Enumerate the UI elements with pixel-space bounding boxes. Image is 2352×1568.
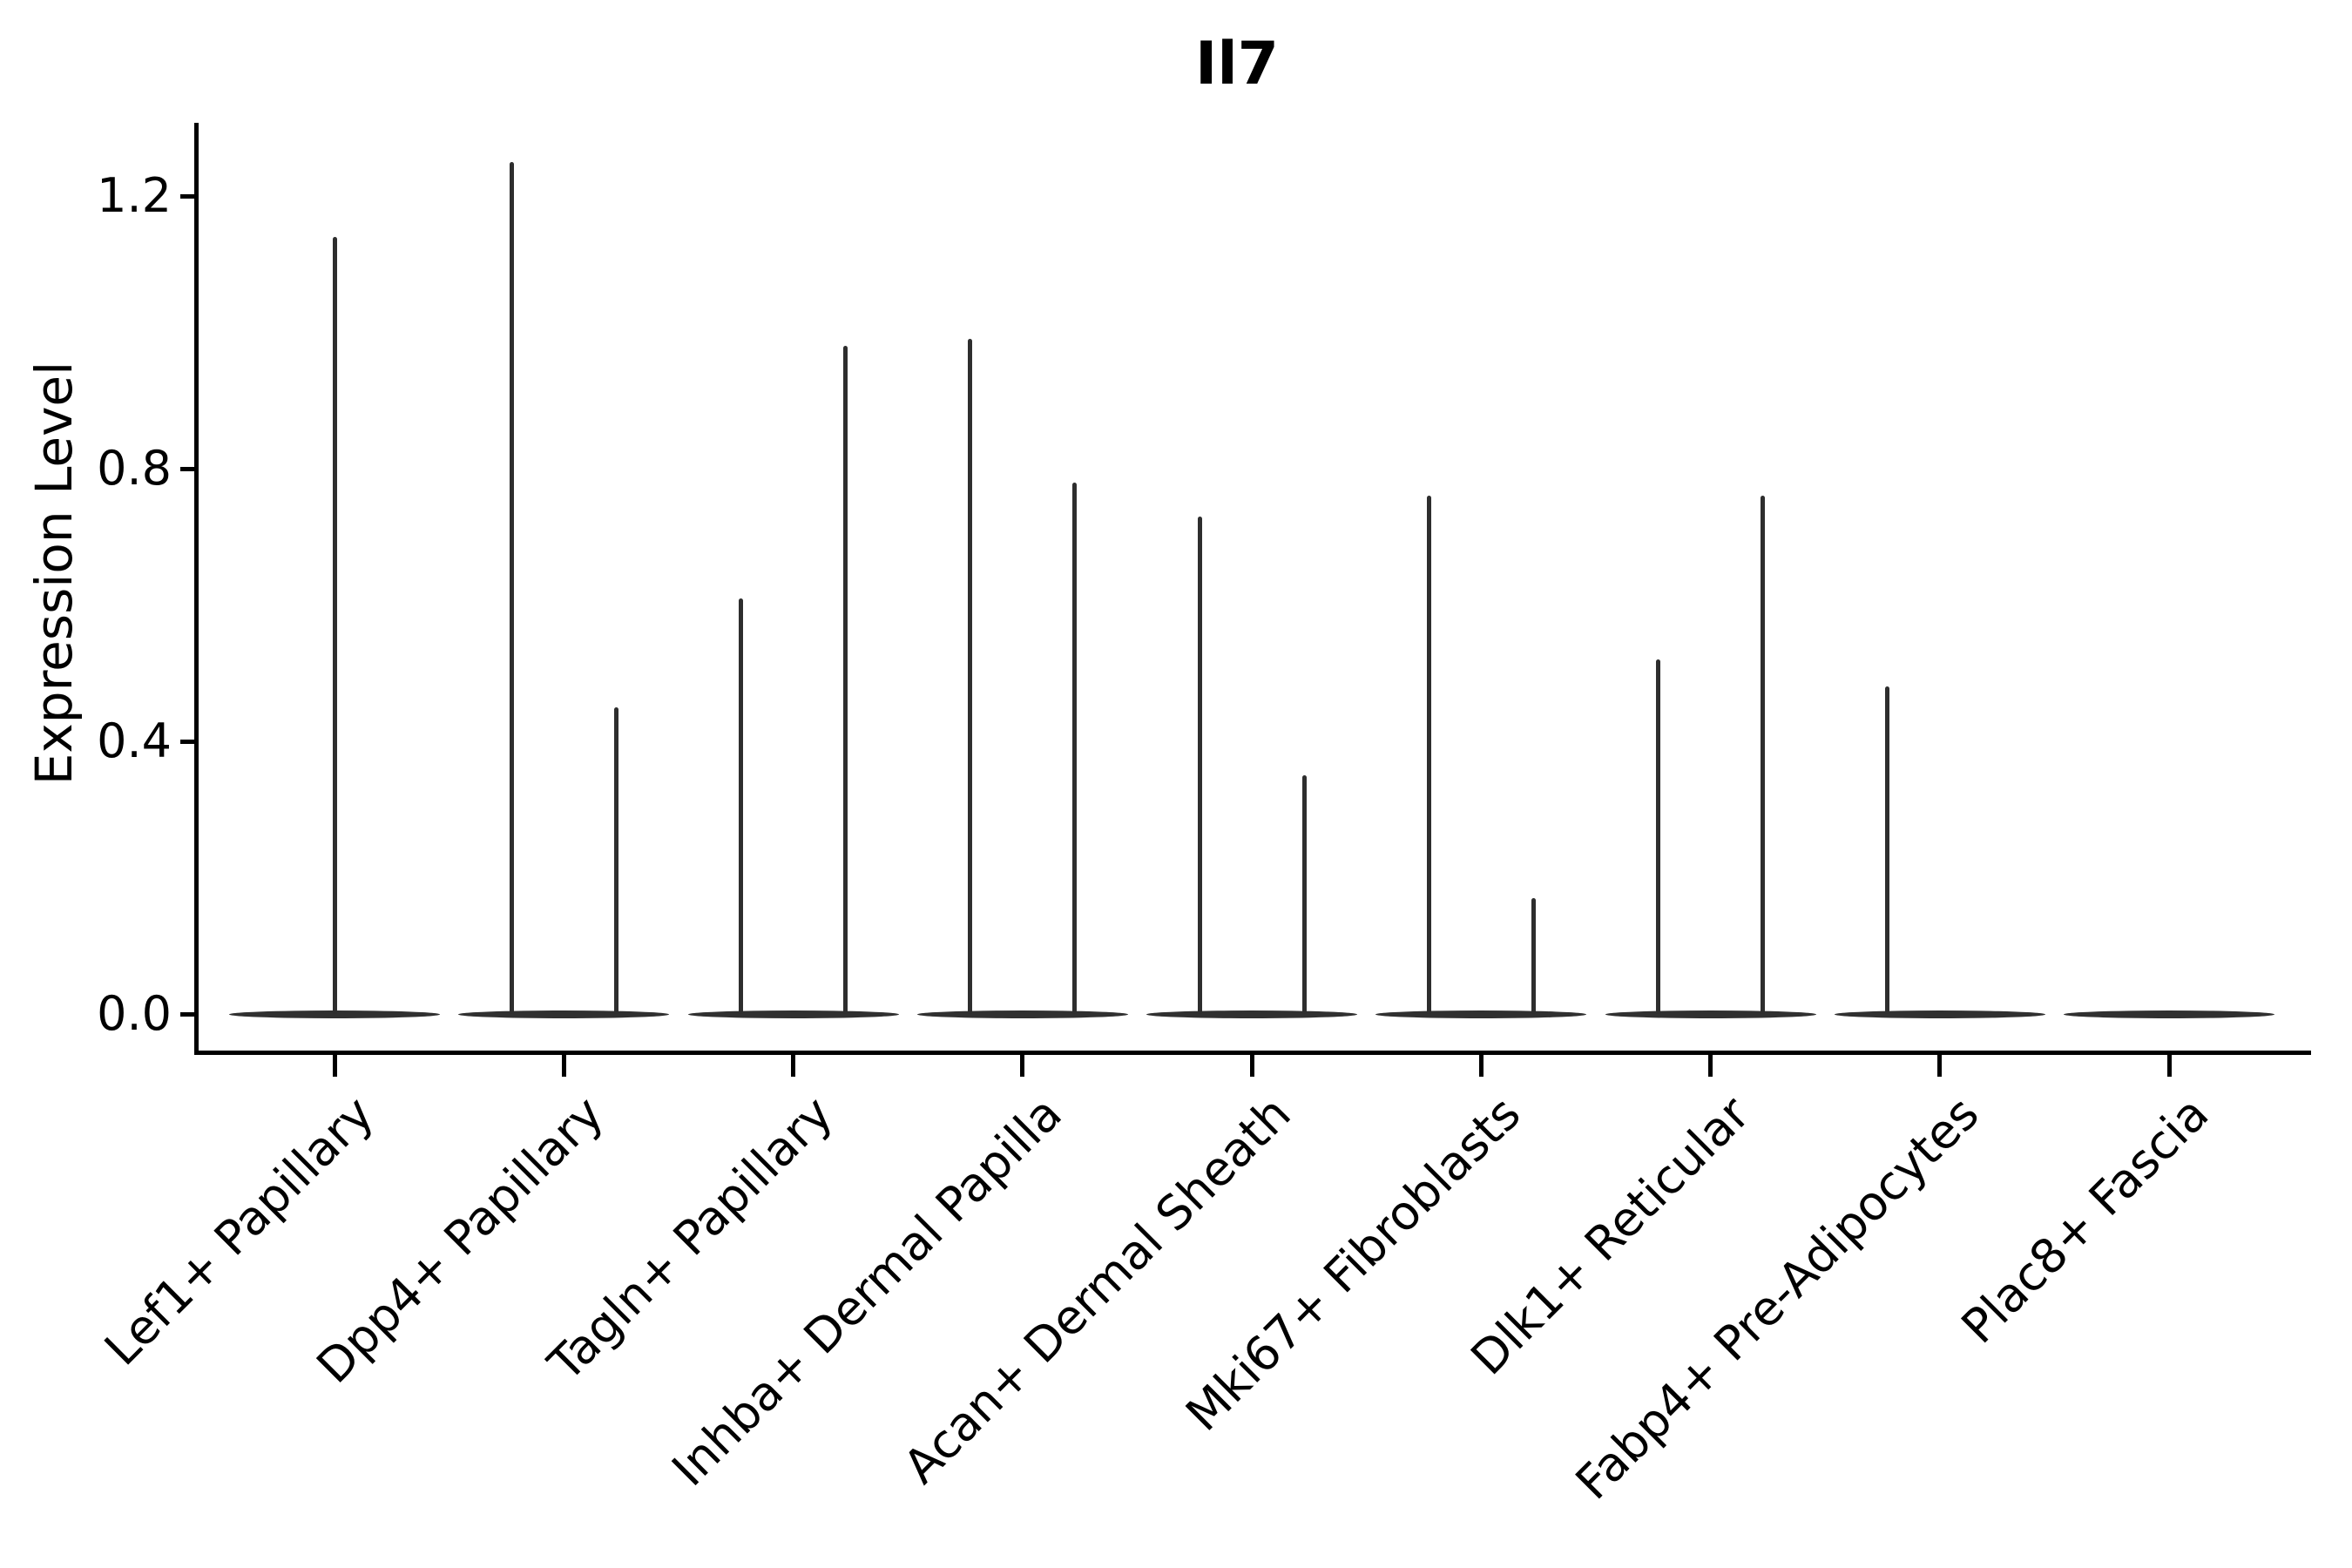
violin-body-zero [1605, 1010, 1816, 1018]
x-tick-label: Inhba+ Dermal Papilla [661, 1085, 1072, 1497]
y-tick-mark [180, 739, 194, 744]
violin-spike [843, 346, 848, 1014]
violin-body-zero [1146, 1010, 1357, 1018]
violin-body-zero [1375, 1010, 1587, 1018]
x-tick-mark [332, 1055, 337, 1077]
x-tick-mark [561, 1055, 566, 1077]
violin-spike [1426, 496, 1431, 1014]
violin-spike [1885, 686, 1890, 1014]
x-tick-mark [1708, 1055, 1713, 1077]
violin-spike [613, 706, 618, 1014]
violin-spike [1761, 496, 1765, 1014]
violin-spike [1301, 775, 1307, 1014]
y-tick-mark [180, 1011, 194, 1017]
violin-body-zero [458, 1010, 670, 1018]
violin-body-zero [229, 1010, 440, 1018]
x-tick-mark [2166, 1055, 2172, 1077]
violin-body-zero [1834, 1010, 2045, 1018]
violin-spike [968, 339, 973, 1014]
violin-spike [1197, 516, 1202, 1014]
violin-spike [332, 236, 337, 1014]
x-tick-label: Acan+ Dermal Sheath [893, 1085, 1302, 1495]
violin-spike [1072, 482, 1078, 1014]
violin-spike [739, 598, 743, 1014]
y-axis-spine [194, 123, 199, 1055]
violin-body-zero [916, 1010, 1128, 1018]
violin-body-zero [2064, 1010, 2274, 1018]
violin-spike [1656, 659, 1660, 1014]
violin-spike [1531, 897, 1536, 1014]
x-tick-mark [791, 1055, 795, 1077]
x-tick-label: Fabp4+ Pre-Adipocytes [1565, 1085, 1990, 1511]
x-tick-mark [1478, 1055, 1484, 1077]
y-tick-label: 1.2 [97, 168, 172, 223]
y-tick-label: 0.0 [97, 986, 172, 1041]
x-tick-mark [1020, 1055, 1025, 1077]
plot-title: Il7 [1195, 30, 1279, 98]
x-tick-label: Plac8+ Fascia [1950, 1085, 2220, 1355]
violin-body-zero [687, 1010, 899, 1018]
violin-spike [509, 161, 514, 1014]
y-tick-label: 0.8 [97, 441, 172, 496]
y-tick-mark [180, 193, 194, 199]
x-tick-mark [1937, 1055, 1943, 1077]
y-tick-label: 0.4 [97, 713, 172, 768]
x-axis-spine [194, 1051, 2311, 1055]
x-tick-mark [1249, 1055, 1254, 1077]
y-tick-mark [180, 466, 194, 471]
